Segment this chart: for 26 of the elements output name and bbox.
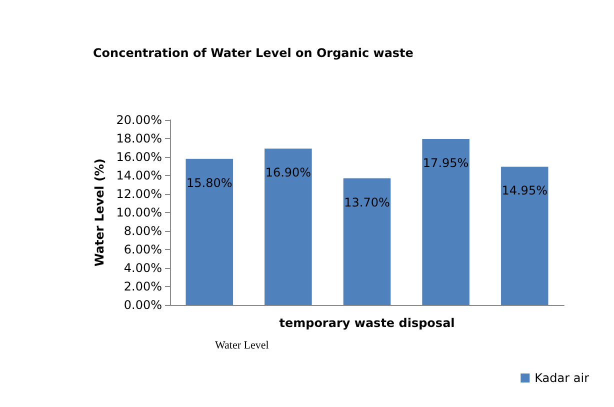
data-label: 13.70% [344, 195, 390, 210]
y-tick-label: 16.00% [116, 150, 162, 164]
data-label: 14.95% [502, 184, 548, 198]
data-label: 15.80% [186, 176, 232, 190]
bar [343, 178, 391, 305]
x-axis-title: temporary waste disposal [279, 316, 455, 330]
data-label: 16.90% [265, 166, 312, 180]
y-axis-title: Water Level (%) [92, 158, 106, 266]
y-tick-label: 0.00% [124, 298, 162, 312]
text: Water Level [215, 340, 269, 352]
bar [500, 166, 548, 305]
bar [264, 148, 312, 305]
y-tick-label: 10.00% [116, 206, 162, 220]
y-tick-label: 8.00% [124, 224, 162, 238]
legend-label: Kadar air [534, 371, 590, 385]
y-tick-label: 12.00% [116, 187, 162, 201]
bar [186, 158, 234, 305]
bar [422, 138, 470, 305]
y-tick-label: 18.00% [116, 132, 162, 146]
y-tick-label: 4.00% [124, 261, 162, 275]
y-tick-label: 2.00% [124, 280, 162, 294]
y-tick-label: 14.00% [116, 168, 162, 182]
y-tick-label: 20.00% [116, 113, 162, 127]
chart-title: Concentration of Water Level on Organic waste [93, 46, 414, 60]
y-tick-label: 6.00% [124, 242, 162, 256]
data-label: 17.95% [422, 156, 469, 170]
